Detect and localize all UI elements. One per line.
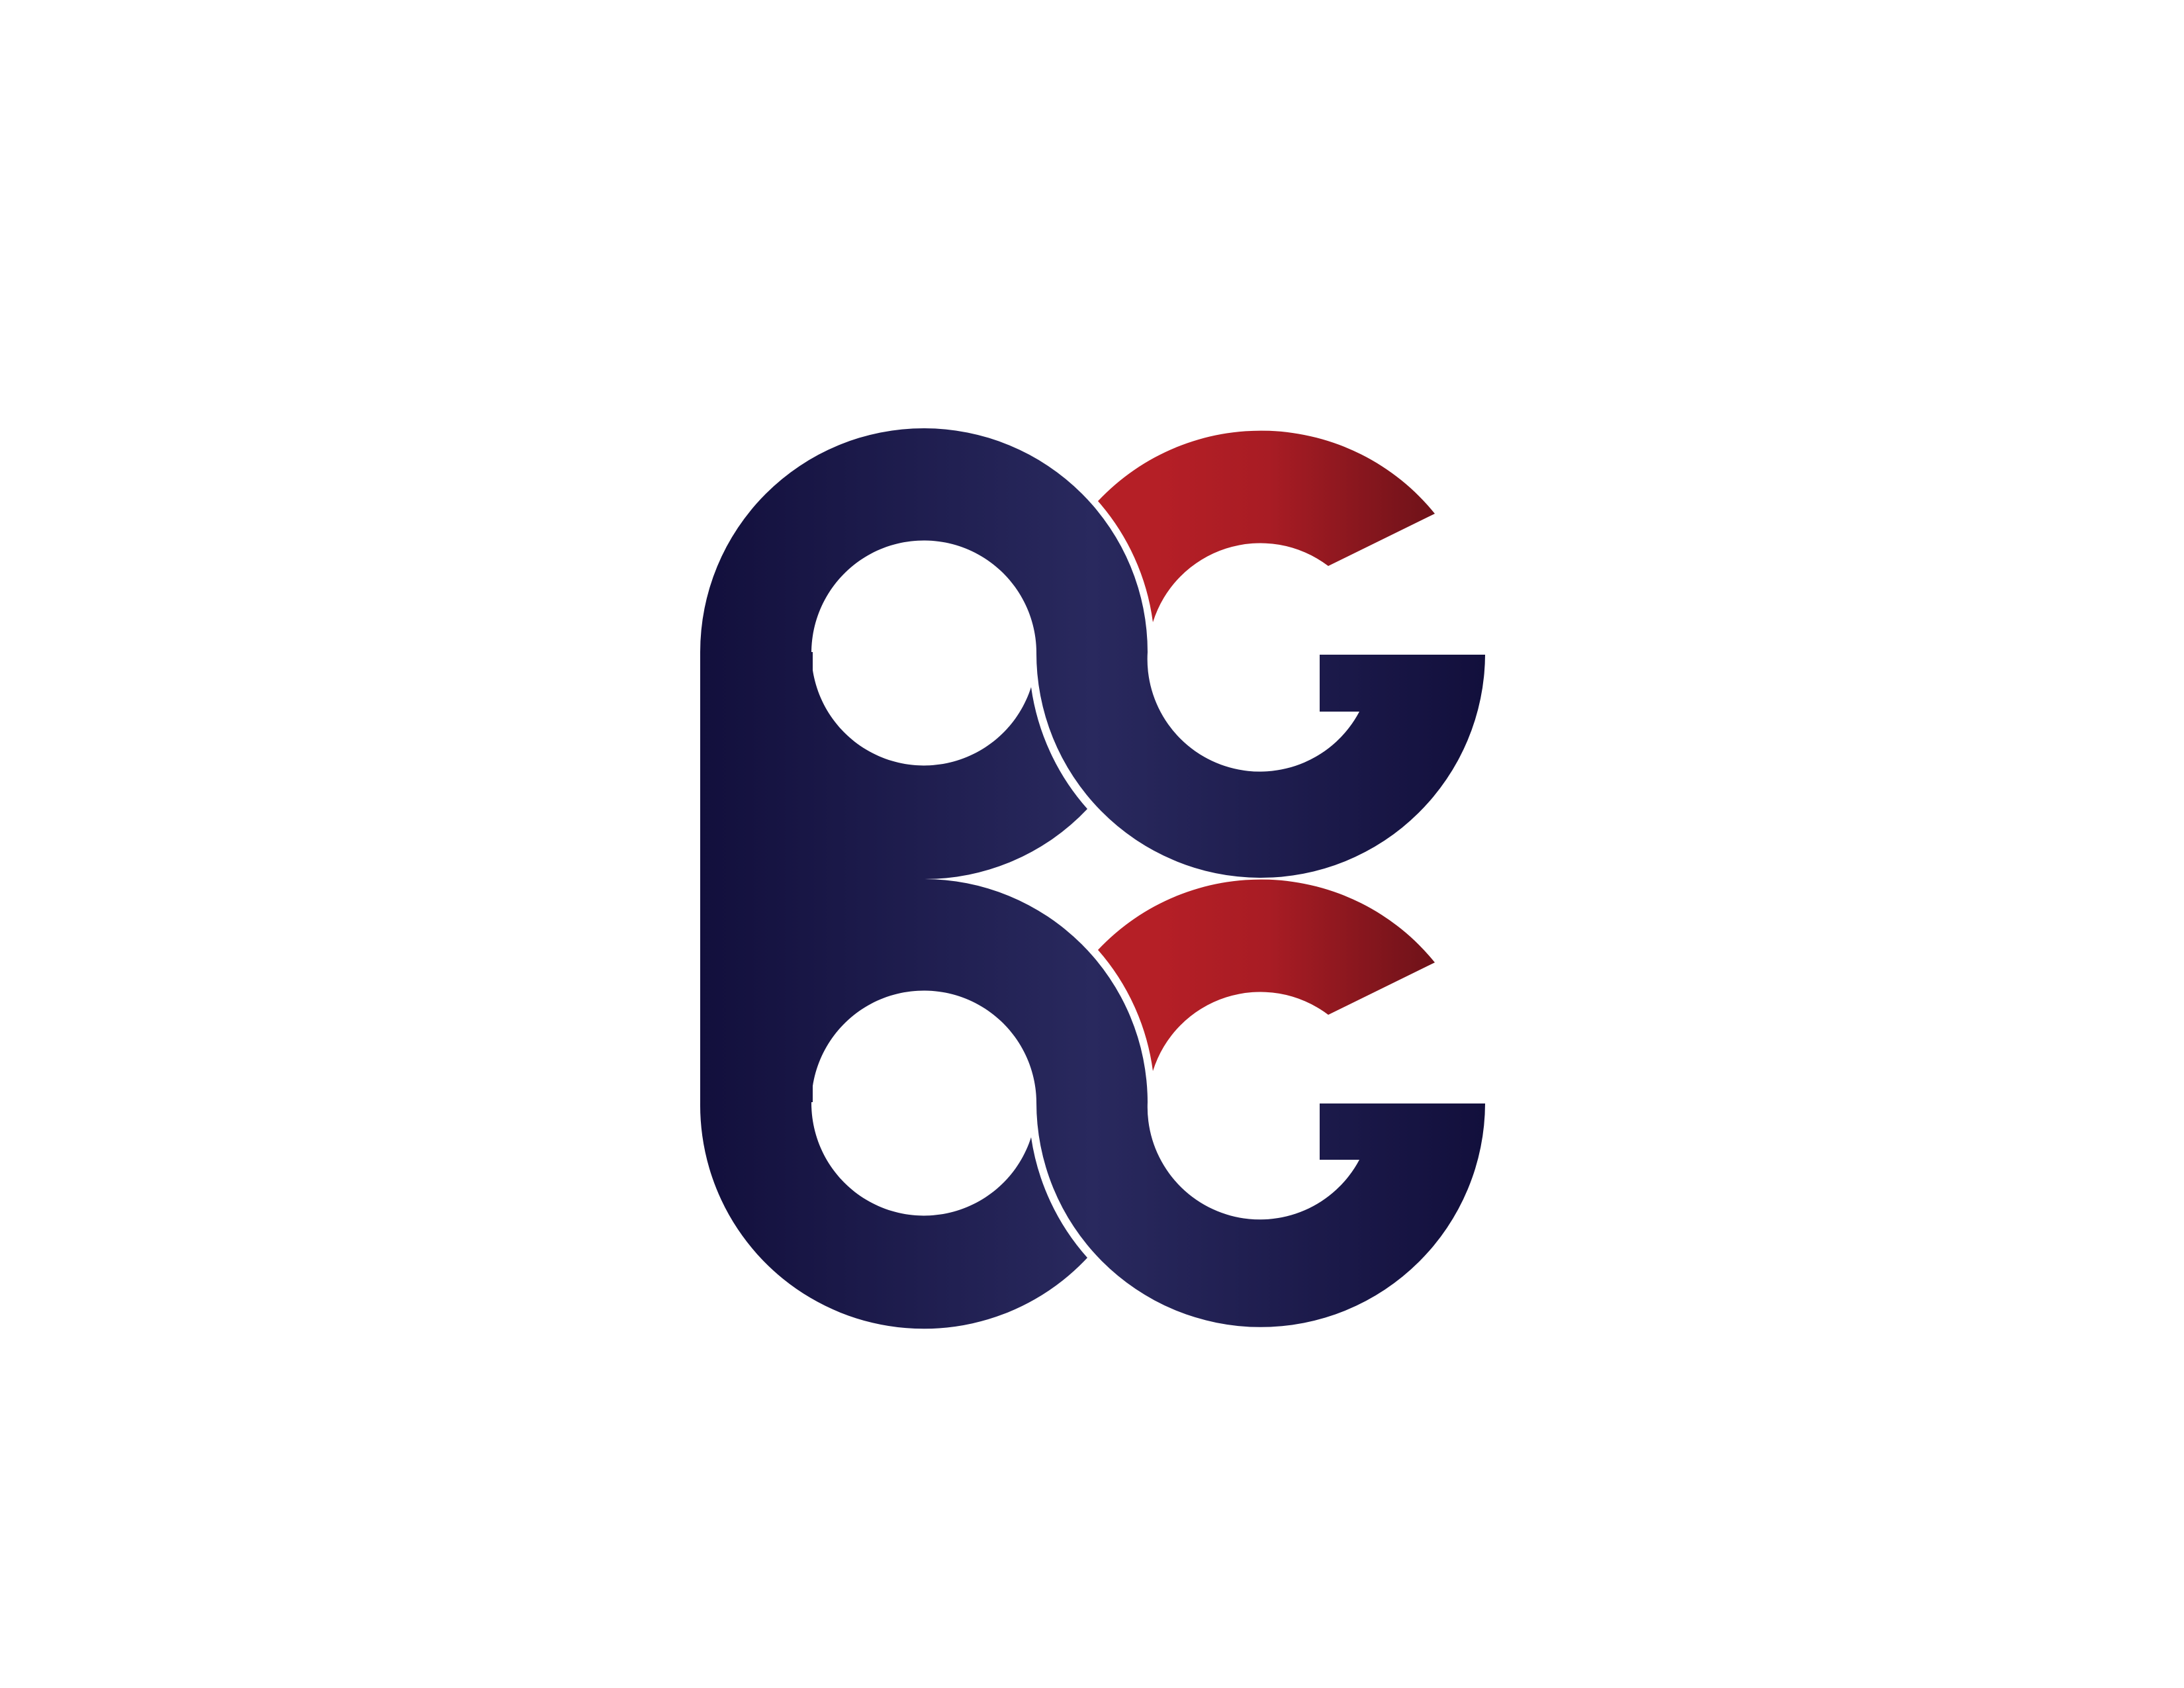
upper-g-red-arc	[1098, 430, 1435, 622]
lower-g-body	[1036, 1102, 1485, 1327]
upper-g-body	[1036, 652, 1485, 878]
b-upper-bowl	[700, 428, 1148, 880]
lower-g-red-arc	[1098, 879, 1435, 1071]
b-lower-bowl	[700, 878, 1148, 1329]
